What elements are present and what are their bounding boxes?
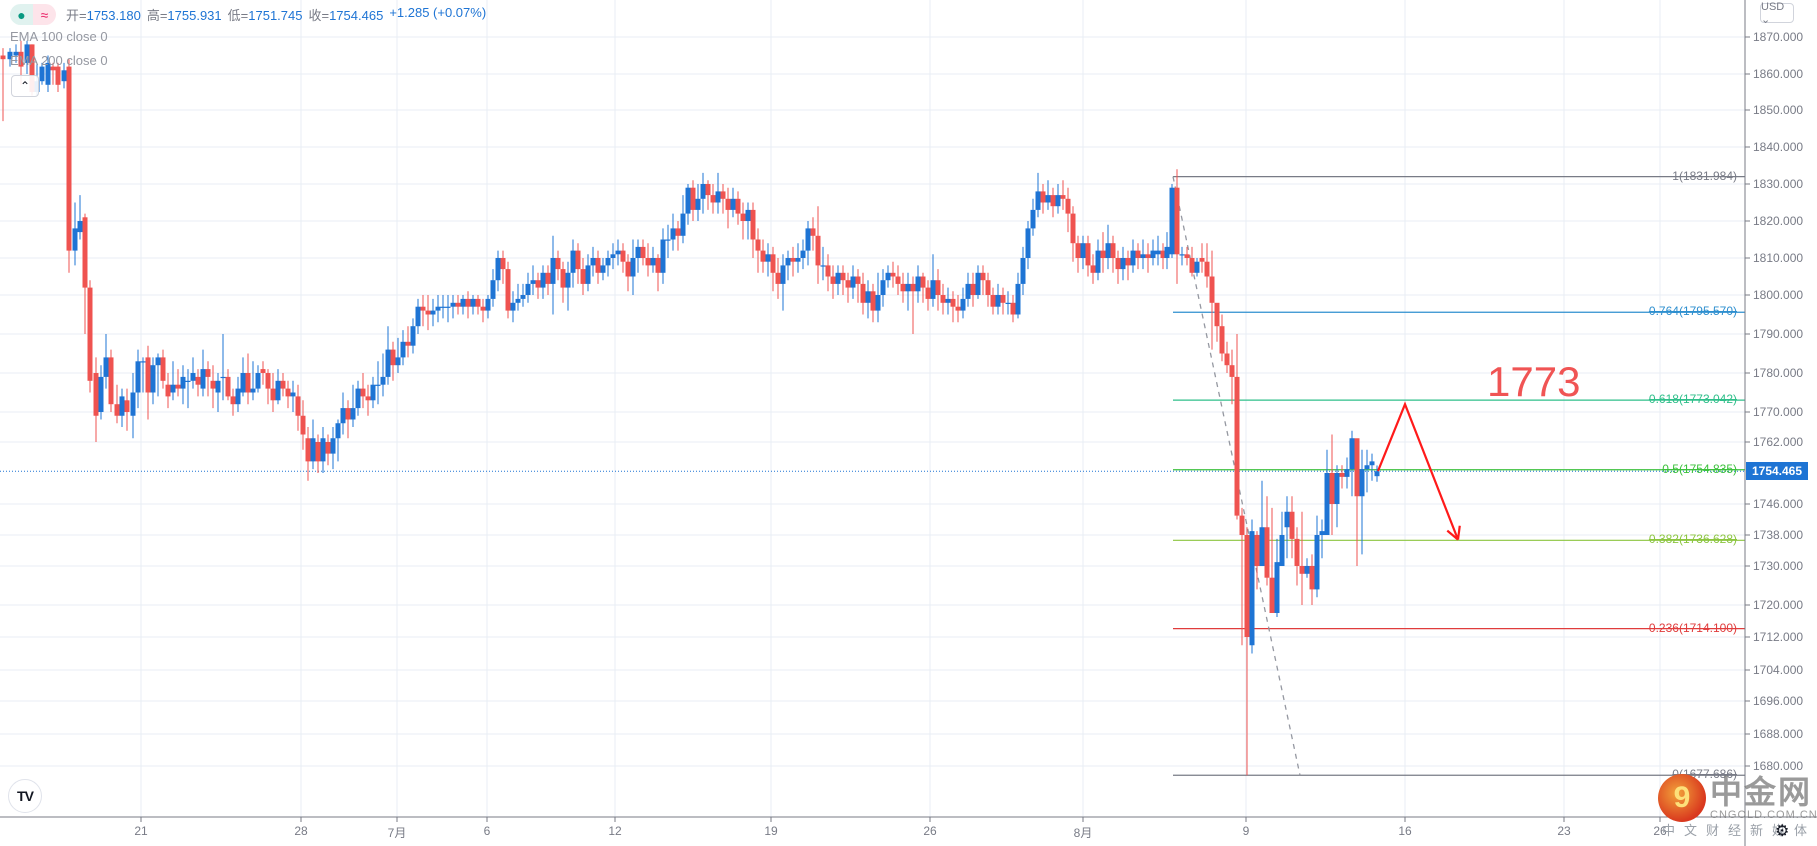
fibonacci-retracement[interactable] xyxy=(1172,176,1745,776)
symbol-legend: ● ≈ 开=1753.180 高=1755.931 低=1751.745 收=1… xyxy=(10,4,486,25)
price-tick-label: 1704.000 xyxy=(1753,663,1804,677)
time-tick-label: 6 xyxy=(483,824,491,838)
price-tick-label: 1738.000 xyxy=(1753,528,1804,542)
price-tick-label: 1680.000 xyxy=(1753,759,1804,773)
ohlc-open: 开=1753.180 xyxy=(66,8,141,23)
watermark-url: CNGOLD.COM.CN xyxy=(1710,809,1817,821)
ohlc-close: 收=1754.465 xyxy=(308,8,384,23)
time-tick-label: 23 xyxy=(1557,824,1571,838)
time-tick-label: 7月 xyxy=(387,826,407,840)
price-tick-label: 1762.000 xyxy=(1753,435,1804,449)
watermark-tagline: 中文财经新媒体 xyxy=(1662,823,1817,838)
collapse-legend-button[interactable]: ⌃ xyxy=(11,75,39,97)
indicator-ema-100[interactable]: EMA 100 close 0 xyxy=(10,29,108,44)
price-tick-label: 1688.000 xyxy=(1753,727,1804,741)
chart-grid xyxy=(0,0,1750,822)
watermark-name: 中金网 xyxy=(1710,774,1813,810)
price-tick-label: 1810.000 xyxy=(1753,251,1804,265)
price-tick-label: 1770.000 xyxy=(1753,405,1804,419)
fib-level-label: 0.764(1795.570) xyxy=(1648,304,1737,319)
fib-level-label: 0.236(1714.100) xyxy=(1648,620,1737,635)
currency-select[interactable]: USD ⌄ xyxy=(1760,1,1794,26)
annotation-text[interactable]: 1773 xyxy=(1487,358,1581,405)
price-tick-label: 1696.000 xyxy=(1753,694,1804,708)
tradingview-logo[interactable]: TV xyxy=(8,779,42,813)
time-tick-label: 26 xyxy=(1653,824,1667,838)
price-tick-label: 1780.000 xyxy=(1753,366,1804,380)
price-tick-label: 1746.000 xyxy=(1753,497,1804,511)
legend-status-pill[interactable]: ● ≈ xyxy=(10,4,56,25)
time-tick-label: 28 xyxy=(294,824,308,838)
candlestick-series xyxy=(0,40,1380,776)
fib-level-label: 1(1831.984) xyxy=(1672,168,1737,183)
cngold-watermark: 9 中金网 CNGOLD.COM.CN xyxy=(1658,774,1817,822)
fib-level-label: 0.5(1754.835) xyxy=(1662,461,1737,476)
time-tick-label: 21 xyxy=(134,824,148,838)
time-tick-label: 26 xyxy=(923,824,937,838)
fib-level-label: 0.618(1773.042) xyxy=(1648,392,1737,407)
price-tick-label: 1730.000 xyxy=(1753,559,1804,573)
price-tick-label: 1800.000 xyxy=(1753,288,1804,302)
market-status-dot-icon: ● xyxy=(10,4,33,25)
chevron-up-icon: ⌃ xyxy=(19,79,31,93)
price-tick-label: 1790.000 xyxy=(1753,327,1804,341)
price-tick-label: 1820.000 xyxy=(1753,214,1804,228)
indicator-ema-200[interactable]: EMA 200 close 0 xyxy=(10,53,108,68)
time-tick-label: 9 xyxy=(1242,824,1250,838)
cngold-logo-icon: 9 xyxy=(1658,774,1706,822)
ohlc-change: +1.285 (+0.07%) xyxy=(389,5,487,20)
time-tick-label: 12 xyxy=(608,824,622,838)
price-tick-label: 1840.000 xyxy=(1753,140,1804,154)
ohlc-low: 低=1751.745 xyxy=(227,8,303,23)
price-tick-label: 1870.000 xyxy=(1753,30,1804,44)
fib-level-label: 0.382(1736.628) xyxy=(1648,532,1737,547)
price-tick-label: 1712.000 xyxy=(1753,630,1804,644)
data-problem-icon: ≈ xyxy=(33,4,56,25)
price-tick-label: 1830.000 xyxy=(1753,177,1804,191)
ohlc-values: 开=1753.180 高=1755.931 低=1751.745 收=1754.… xyxy=(66,5,486,24)
time-tick-label: 8月 xyxy=(1073,826,1093,840)
price-tick-label: 1860.000 xyxy=(1753,67,1804,81)
price-tick-label: 1720.000 xyxy=(1753,598,1804,612)
ohlc-high: 高=1755.931 xyxy=(146,8,222,23)
time-tick-label: 16 xyxy=(1398,824,1412,838)
price-tick-label: 1850.000 xyxy=(1753,103,1804,117)
drawing-overlay[interactable] xyxy=(1376,401,1461,541)
time-tick-label: 19 xyxy=(764,824,778,838)
current-price-label: 1754.465 xyxy=(1746,462,1808,481)
settings-gear-icon[interactable]: ⚙ xyxy=(1775,823,1790,840)
